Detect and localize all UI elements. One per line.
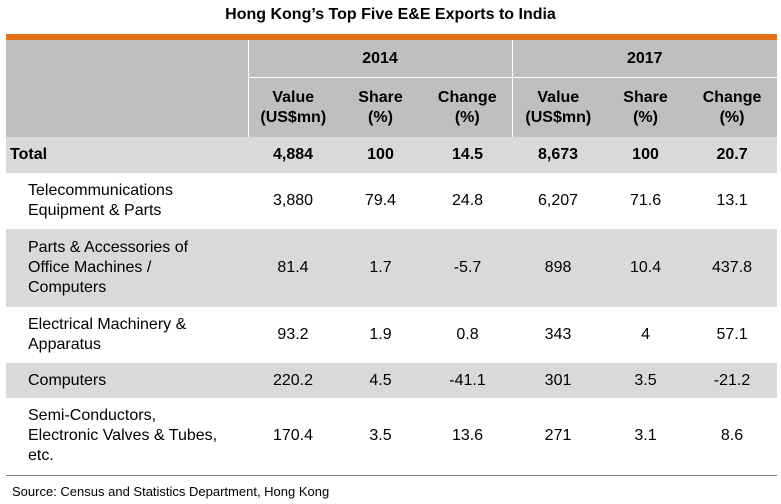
row-label: Electrical Machinery & Apparatus [6, 307, 248, 363]
col-header-change-2017: Change (%) [687, 77, 778, 137]
table-cell: 4,884 [248, 137, 338, 173]
row-label: Total [6, 137, 248, 173]
table-cell: 100 [338, 137, 423, 173]
row-label-line: Apparatus [28, 336, 101, 353]
table-cell: 71.6 [604, 173, 688, 229]
source-note: Source: Census and Statistics Department… [12, 484, 330, 499]
row-label: Computers [6, 363, 248, 398]
table-row: Computers 220.2 4.5 -41.1 301 3.5 -21.2 [6, 363, 778, 398]
table-cell: 14.5 [423, 137, 513, 173]
table-cell: 271 [512, 398, 605, 474]
table-cell: 81.4 [248, 229, 338, 307]
col-header-line: Value [537, 88, 580, 106]
table-cell: -41.1 [423, 363, 513, 398]
row-label-line: Computers [28, 371, 107, 389]
row-label: Semi-Conductors, Electronic Valves & Tube… [6, 398, 248, 474]
table-cell: 3,880 [248, 173, 338, 229]
table-cell: 4.5 [338, 363, 423, 398]
table-cell: 301 [512, 363, 605, 398]
year-header-2017: 2017 [511, 40, 778, 78]
row-label-line: Parts & Accessories of [28, 239, 189, 256]
table-cell: 8.6 [687, 398, 778, 474]
table-cell: 20.7 [687, 137, 778, 173]
table-cell: 13.1 [687, 173, 778, 229]
col-header-share-2017: Share (%) [604, 77, 688, 137]
col-header-value-2017: Value (US$mn) [511, 77, 605, 137]
row-label-line: Office Machines / [28, 259, 152, 276]
col-header-change-2014: Change (%) [423, 77, 513, 137]
col-header-line: Change [437, 88, 497, 106]
table-cell: 57.1 [687, 307, 778, 363]
table-cell: 3.1 [604, 398, 688, 474]
col-header-line: (%) [454, 108, 480, 126]
table-cell: 1.9 [338, 307, 423, 363]
row-label: Parts & Accessories of Office Machines / C… [6, 229, 248, 307]
table-row: Electrical Machinery & Apparatus 93.2 1.9… [6, 307, 778, 363]
year-header-2014: 2014 [247, 40, 513, 78]
col-header-line: (US$mn) [260, 108, 327, 126]
table-cell: 24.8 [423, 173, 513, 229]
col-header-line: Share [358, 88, 403, 106]
table-cell: 79.4 [338, 173, 423, 229]
table-cell: 10.4 [604, 229, 688, 307]
row-label-line: Electronic Valves & Tubes, [28, 427, 218, 444]
table-cell: 898 [512, 229, 605, 307]
row-label-line: Equipment & Parts [28, 202, 162, 219]
row-label-line: Computers [28, 279, 107, 296]
col-header-line: (%) [633, 108, 658, 126]
total-row: Total 4,884 100 14.5 8,673 100 20.7 [6, 137, 778, 173]
table-cell: 4 [604, 307, 688, 363]
row-label: Telecommunications Equipment & Parts [6, 173, 248, 229]
table-bottom-rule [6, 475, 777, 476]
table-cell: 0.8 [423, 307, 513, 363]
table-cell: -21.2 [687, 363, 778, 398]
col-header-line: Change [702, 88, 762, 106]
table-cell: -5.7 [423, 229, 513, 307]
col-header-value-2014: Value (US$mn) [247, 77, 338, 137]
column-header-row: Value (US$mn) Share (%) Change (%) Value (US… [6, 77, 778, 137]
table-row: Parts & Accessories of Office Machines / C… [6, 229, 778, 307]
table-cell: 220.2 [248, 363, 338, 398]
col-header-line: Value [272, 88, 315, 106]
table-cell: 1.7 [338, 229, 423, 307]
table-row: Telecommunications Equipment & Parts 3,88… [6, 173, 778, 229]
exports-table: 2014 2017 Value (US$mn) Share (%) Change (%… [6, 40, 778, 474]
row-label-line: Telecommunications [28, 182, 173, 199]
col-header-line: Share [623, 88, 668, 106]
year-header-row: 2014 2017 [6, 40, 778, 137]
table-cell: 8,673 [512, 137, 605, 173]
accent-bar [6, 34, 777, 40]
col-header-line: (US$mn) [525, 108, 592, 126]
row-label-line: Electrical Machinery & [28, 316, 187, 333]
col-header-line: (%) [368, 108, 393, 126]
table-cell: 3.5 [338, 398, 423, 474]
table-cell: 170.4 [248, 398, 338, 474]
table-cell: 6,207 [512, 173, 605, 229]
table-cell: 13.6 [423, 398, 513, 474]
table-cell: 100 [604, 137, 688, 173]
table-cell: 93.2 [248, 307, 338, 363]
table-cell: 3.5 [604, 363, 688, 398]
table-row: Semi-Conductors, Electronic Valves & Tube… [6, 398, 778, 474]
header-corner-cell [6, 40, 248, 137]
table-cell: 343 [512, 307, 605, 363]
table-title: Hong Kong’s Top Five E&E Exports to Indi… [225, 6, 556, 23]
row-label-line: etc. [28, 447, 54, 464]
row-label-line: Semi-Conductors, [28, 407, 157, 424]
col-header-line: (%) [719, 108, 745, 126]
table-cell: 437.8 [687, 229, 778, 307]
col-header-share-2014: Share (%) [338, 77, 423, 137]
